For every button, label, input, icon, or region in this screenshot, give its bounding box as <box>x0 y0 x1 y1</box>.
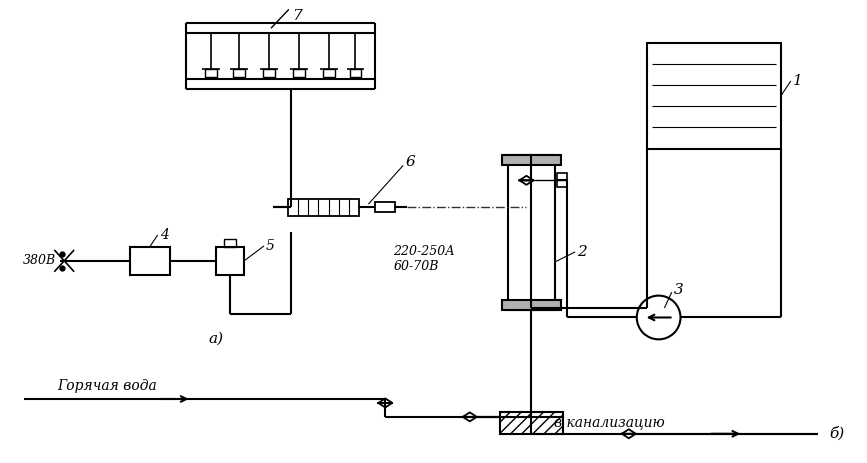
Text: 4: 4 <box>160 228 168 242</box>
Bar <box>216 247 244 275</box>
Bar <box>349 69 362 77</box>
Bar <box>225 239 236 247</box>
Text: 3: 3 <box>674 282 683 297</box>
Text: 7: 7 <box>292 9 302 23</box>
Bar <box>205 69 218 77</box>
Bar <box>502 300 561 310</box>
Text: 220-250А
60-70В: 220-250А 60-70В <box>394 245 455 273</box>
Bar <box>375 202 395 212</box>
Bar <box>233 69 245 77</box>
Text: в канализацию: в канализацию <box>554 415 665 429</box>
Bar <box>507 156 555 310</box>
Text: Горячая вода: Горячая вода <box>57 379 157 393</box>
Text: 1: 1 <box>792 74 803 88</box>
Text: 5: 5 <box>266 239 275 253</box>
Bar <box>499 412 564 434</box>
Bar <box>557 173 567 187</box>
Bar <box>130 247 170 275</box>
Bar <box>293 69 305 77</box>
Text: 380В: 380В <box>23 254 55 267</box>
Bar <box>323 69 335 77</box>
Bar <box>288 199 360 216</box>
Bar <box>263 69 275 77</box>
Text: а): а) <box>209 332 224 345</box>
Text: 6: 6 <box>405 156 415 169</box>
Text: 2: 2 <box>577 245 587 259</box>
Text: б): б) <box>830 426 844 441</box>
Bar <box>502 156 561 165</box>
Bar <box>647 43 781 149</box>
